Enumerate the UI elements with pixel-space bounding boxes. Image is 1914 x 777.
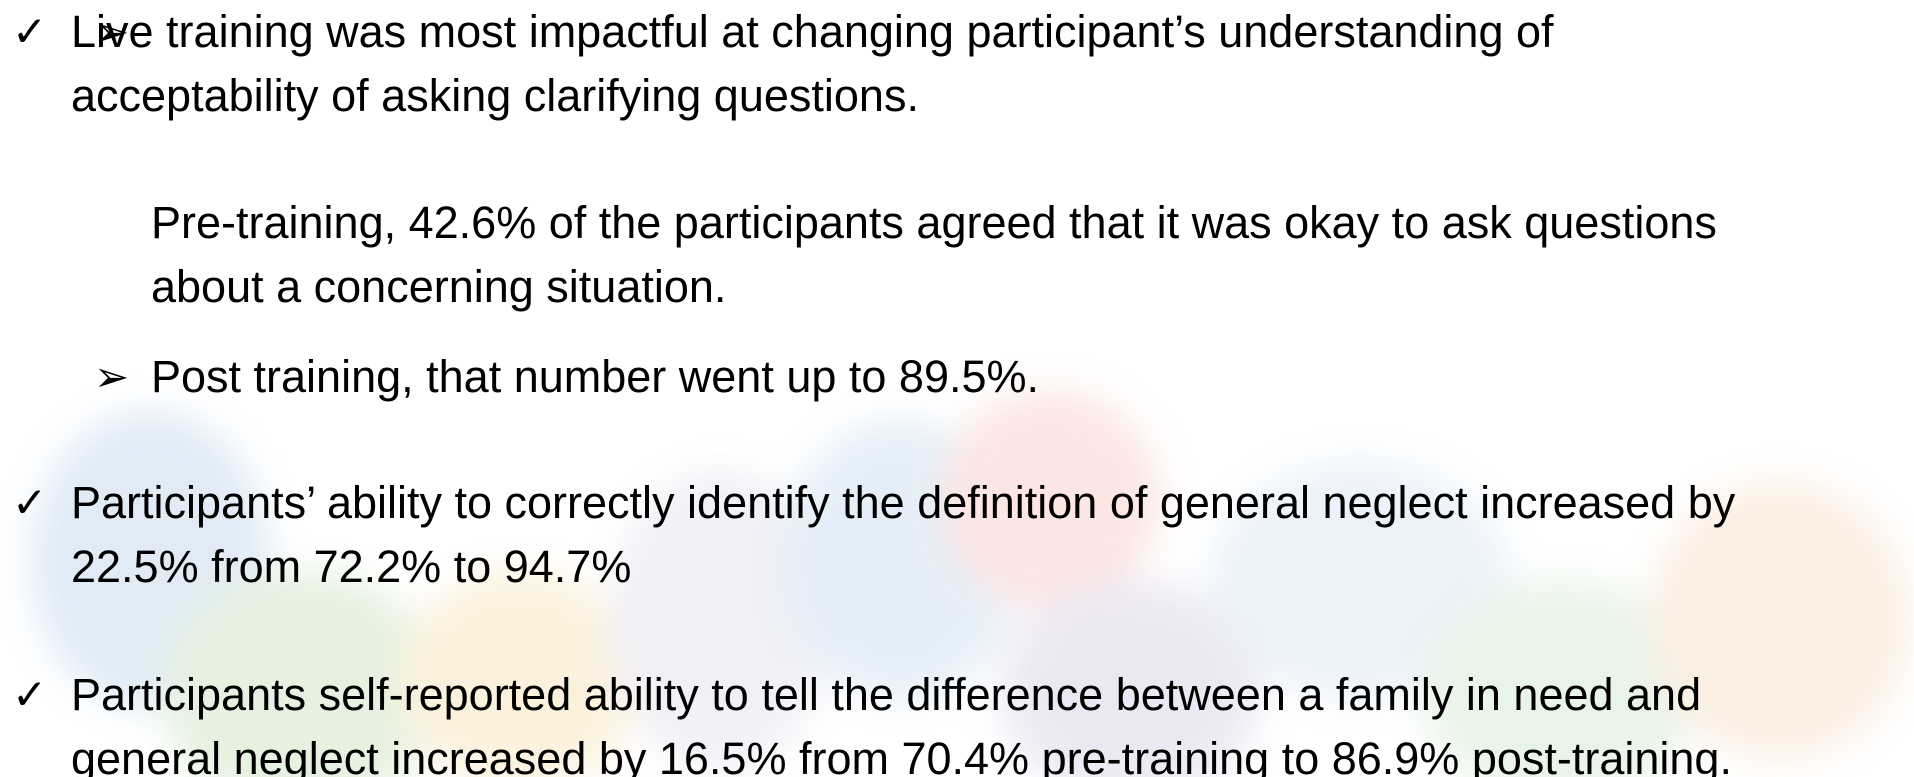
bullet-text: acceptability of asking clarifying quest… — [71, 64, 919, 128]
check-mark: ✓ — [12, 663, 47, 727]
bullet-text: Participants self-reported ability to te… — [71, 663, 1701, 727]
bullet-text: general neglect increased by 16.5% from … — [71, 727, 1732, 777]
bullet-text: Participants’ ability to correctly ident… — [71, 471, 1735, 535]
sub-bullet-text: about a concerning situation. — [151, 255, 726, 319]
check-mark: ✓ — [12, 471, 47, 535]
arrow-bullet: ➢ — [94, 345, 129, 409]
arrow-bullet: ➢ — [94, 0, 129, 64]
sub-bullet-text: Post training, that number went up to 89… — [151, 345, 1039, 409]
bullet-text: 22.5% from 72.2% to 94.7% — [71, 535, 631, 599]
slide: ✓ Live training was most impactful at cha… — [0, 0, 1914, 777]
sub-bullet-text: Pre-training, 42.6% of the participants … — [151, 191, 1717, 255]
bullet-text: Live training was most impactful at chan… — [71, 0, 1554, 64]
check-mark: ✓ — [12, 0, 47, 64]
